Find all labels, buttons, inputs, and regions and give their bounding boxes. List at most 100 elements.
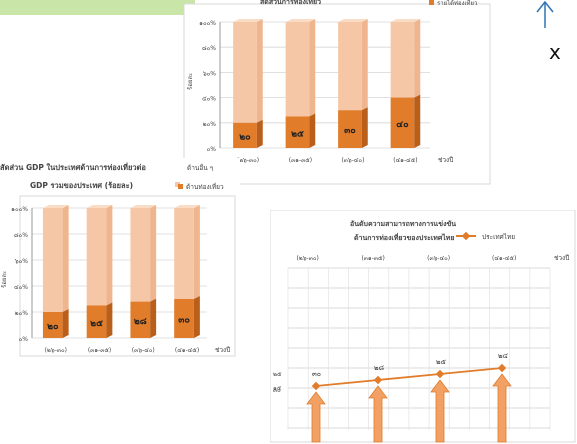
chart-title-line2: ด้านการท่องเที่ยวของประเทศไทย <box>354 232 455 242</box>
bar-rest <box>42 208 63 312</box>
bar-rest-top <box>42 205 69 208</box>
bar-value <box>130 301 151 338</box>
y-tick-label: ๔๐% <box>14 284 28 291</box>
legend-label: ประเทศไทย <box>482 233 515 241</box>
gdp-share-bar-chart: สัดส่วน GDP ในประเทศด้านการท่องเที่ยวต่อ… <box>0 158 240 373</box>
legend-marker <box>461 231 471 241</box>
x-axis-label: ช่วงปี <box>554 254 569 262</box>
series-point <box>435 369 445 379</box>
bar-rest-side <box>150 205 157 302</box>
bar-value <box>174 299 194 338</box>
bar-rest-top <box>233 19 263 22</box>
series-point <box>311 381 321 391</box>
y-tick-label: ๖๐% <box>203 70 216 77</box>
bar-rest-side <box>414 19 421 98</box>
bar-value-side <box>309 113 316 148</box>
y-tick-label: ๑๕ <box>273 385 282 392</box>
series-line <box>315 367 503 387</box>
bar-value-side <box>193 296 200 338</box>
y-tick-label: ๒๐% <box>15 310 29 317</box>
bar-value <box>338 110 362 148</box>
bar-rest-top <box>338 19 368 22</box>
bar-rest-side <box>256 19 263 123</box>
up-arrow-icon <box>536 0 554 28</box>
bar-rest-side <box>106 205 113 306</box>
y-tick-label: ๘๐% <box>14 232 28 239</box>
x-tick-label: (๓๖-๔๐) <box>341 157 364 164</box>
legend-label: รายได้ท่องเที่ยว <box>437 0 477 7</box>
x-axis-label: ช่วงปี <box>438 156 453 164</box>
chart-title: สัดส่วน GDP ในประเทศด้านการท่องเที่ยวต่อ <box>0 161 146 172</box>
bar-value-label: ๒๕ <box>90 319 103 329</box>
y-tick-label: ๐% <box>207 146 217 153</box>
bar-value <box>285 116 310 148</box>
bar-rest-top <box>130 205 157 208</box>
bar-value-side <box>361 107 368 148</box>
bar-value-side <box>106 302 113 338</box>
y-tick-label: ๐% <box>19 336 29 343</box>
up-arrow-marker <box>430 379 450 443</box>
up-arrow-marker <box>492 373 512 443</box>
bar-value-side <box>256 119 263 148</box>
y-tick-label: ๒๕ <box>273 371 282 378</box>
competitiveness-line-chart: อันดับความสามารถทางการแข่งขันด้านการท่อง… <box>270 210 576 443</box>
bar-value-side <box>150 298 157 338</box>
y-tick-label: ๔๐% <box>202 96 216 103</box>
y-axis-label: ร้อยละ <box>1 271 8 288</box>
chart-title: สัดส่วนการท่องเที่ยว <box>260 0 321 6</box>
bar-value-label: ๒๘ <box>134 317 147 327</box>
bar-value-label: ๒๕ <box>291 129 304 139</box>
bar-rest-side <box>309 19 316 117</box>
chart-title: อันดับความสามารถทางการแข่งขัน <box>350 220 456 228</box>
x-tick-label: (๒๖-๓๐) <box>237 157 259 164</box>
x-axis-label: ช่วงปี <box>215 346 230 354</box>
x-tick-label: (๔๑-๔๕) <box>175 347 199 354</box>
bar-rest-side <box>361 19 368 111</box>
x-tick-label: (๒๖-๓๐) <box>296 255 318 262</box>
x-tick-label: (๓๖-๔๐) <box>427 255 450 262</box>
bar-rest <box>233 22 257 123</box>
corner-x-label: x <box>549 40 561 64</box>
bar-rest-side <box>62 205 69 312</box>
bar-rest-top <box>390 19 421 22</box>
bar-rest <box>390 22 415 98</box>
bar-rest-top <box>86 205 113 208</box>
bar-rest <box>285 22 310 117</box>
x-tick-label: (๒๖-๓๐) <box>45 347 67 354</box>
green-header-strip <box>0 0 195 15</box>
bar-value-label: ๓๐ <box>344 126 356 136</box>
bar-value-side <box>414 94 421 148</box>
x-tick-label: (๔๑-๔๕) <box>492 255 516 262</box>
x-tick-label: (๓๑-๓๕) <box>289 157 312 164</box>
bar-value <box>42 312 63 338</box>
y-tick-label: ๓๐ <box>273 387 281 394</box>
bar-value-label: ๒๐ <box>47 322 59 332</box>
bar-value-side <box>62 309 69 338</box>
bar-value-label: ๓๐ <box>178 316 190 326</box>
bar-rest-top <box>174 205 200 208</box>
y-tick-label: ๘๐% <box>202 45 216 52</box>
bar-rest <box>130 208 151 302</box>
point-label: ๓๐ <box>312 370 321 378</box>
chart-title-line2: GDP รวมของประเทศ (ร้อยละ) <box>30 181 133 190</box>
series-point <box>497 363 507 373</box>
bar-rest-side <box>193 205 200 299</box>
x-tick-label: (๓๑-๓๕) <box>88 347 111 354</box>
bar-rest <box>86 208 107 306</box>
legend-swatch-other <box>175 182 180 187</box>
top-bar-chart: ๐% ๒๐% ๔๐% ๖๐% ๘๐% ๑๐๐% ๒๐ (๒๖-๓๐) ๒๕ (๓๑-๓๕) ๓๐ (๓… <box>183 0 491 185</box>
point-label: ๒๘ <box>374 364 384 372</box>
legend-swatch <box>429 0 434 5</box>
bar-value-label: ๒๐ <box>239 132 251 142</box>
y-axis-label: ร้อยละ <box>187 73 194 90</box>
x-tick-label: (๔๑-๔๕) <box>393 157 417 164</box>
y-tick-label: ๒๐% <box>203 121 217 128</box>
bar-rest <box>338 22 362 111</box>
legend-label-other: ด้านอื่น ๆ <box>187 163 213 172</box>
x-tick-label: (๓๖-๔๐) <box>132 347 155 354</box>
series-point <box>373 375 383 385</box>
legend-swatch-tourism <box>178 184 183 189</box>
point-label: ๒๕ <box>436 358 446 366</box>
up-arrow-marker <box>306 391 326 443</box>
bar-value-label: ๔๐ <box>396 120 409 130</box>
